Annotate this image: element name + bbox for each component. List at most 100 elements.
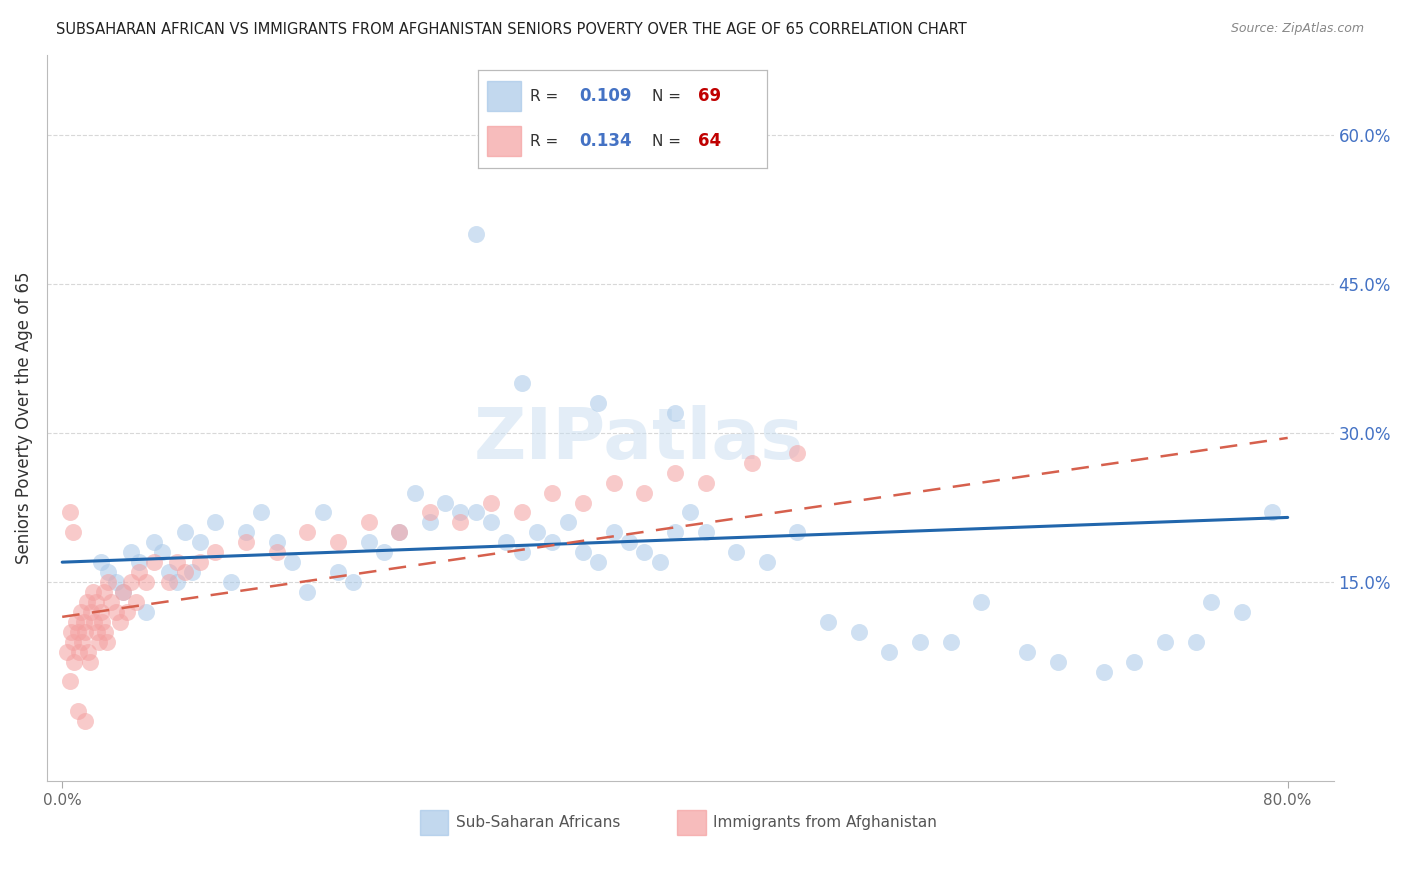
Point [62, 634, 84, 648]
Text: ZIPatlas: ZIPatlas [474, 405, 804, 475]
Point [434, 495, 457, 509]
Point [786, 525, 808, 540]
Point [94, 624, 117, 639]
Point [297, 525, 319, 540]
Point [75, 624, 97, 639]
Point [633, 545, 655, 559]
Point [59, 506, 82, 520]
Point [664, 466, 686, 480]
Text: SUBSAHARAN AFRICAN VS IMMIGRANTS FROM AFGHANISTAN SENIORS POVERTY OVER THE AGE O: SUBSAHARAN AFRICAN VS IMMIGRANTS FROM AF… [56, 22, 967, 37]
Point [72, 615, 94, 629]
Point [120, 575, 142, 590]
Point [83, 615, 105, 629]
Point [128, 555, 150, 569]
Point [602, 475, 624, 490]
Point [311, 506, 333, 520]
Point [664, 406, 686, 420]
Point [357, 535, 380, 549]
Point [541, 535, 564, 549]
Point [1261, 506, 1284, 520]
Point [79, 655, 101, 669]
Point [86, 624, 108, 639]
Point [526, 525, 548, 540]
Point [450, 516, 472, 530]
Point [266, 535, 288, 549]
Point [588, 396, 610, 410]
Point [510, 545, 533, 559]
Point [817, 615, 839, 629]
Point [266, 545, 288, 559]
Point [725, 545, 748, 559]
Text: Source: ZipAtlas.com: Source: ZipAtlas.com [1230, 22, 1364, 36]
Point [96, 634, 118, 648]
Point [112, 585, 135, 599]
Point [602, 525, 624, 540]
Point [572, 495, 595, 509]
Point [879, 645, 901, 659]
Point [66, 624, 89, 639]
Point [100, 595, 122, 609]
Point [419, 506, 441, 520]
Point [588, 555, 610, 569]
Point [1199, 595, 1222, 609]
Point [84, 595, 107, 609]
Point [67, 645, 90, 659]
Point [297, 585, 319, 599]
Point [464, 506, 486, 520]
Point [557, 516, 579, 530]
Point [143, 555, 166, 569]
Point [510, 506, 533, 520]
Point [679, 506, 702, 520]
Point [1184, 634, 1206, 648]
Point [97, 565, 120, 579]
Point [75, 714, 97, 729]
Point [1092, 665, 1115, 679]
Point [235, 525, 257, 540]
Point [664, 525, 686, 540]
Point [495, 535, 517, 549]
Point [77, 645, 100, 659]
Point [166, 555, 188, 569]
Point [159, 565, 181, 579]
Point [281, 555, 304, 569]
Point [80, 605, 103, 619]
Point [479, 516, 502, 530]
Point [188, 555, 211, 569]
Point [159, 575, 181, 590]
Point [63, 655, 86, 669]
Point [250, 506, 273, 520]
Point [104, 605, 127, 619]
Point [510, 376, 533, 391]
Point [741, 456, 763, 470]
Point [150, 545, 173, 559]
Point [204, 545, 226, 559]
Point [62, 525, 84, 540]
Point [188, 535, 211, 549]
Point [357, 516, 380, 530]
Point [115, 605, 138, 619]
Point [373, 545, 395, 559]
Point [93, 585, 115, 599]
Point [786, 446, 808, 460]
Point [755, 555, 778, 569]
Point [120, 545, 142, 559]
Point [235, 535, 257, 549]
Point [419, 516, 441, 530]
Point [87, 634, 110, 648]
Point [135, 605, 157, 619]
Point [89, 555, 111, 569]
Point [89, 605, 111, 619]
Point [56, 645, 79, 659]
Point [143, 535, 166, 549]
Point [342, 575, 364, 590]
Point [128, 565, 150, 579]
Point [572, 545, 595, 559]
Point [1230, 605, 1253, 619]
Point [404, 485, 426, 500]
Point [633, 485, 655, 500]
Point [541, 485, 564, 500]
Point [1123, 655, 1146, 669]
Text: Sub-Saharan Africans: Sub-Saharan Africans [456, 814, 620, 830]
Point [181, 565, 204, 579]
Point [326, 535, 349, 549]
